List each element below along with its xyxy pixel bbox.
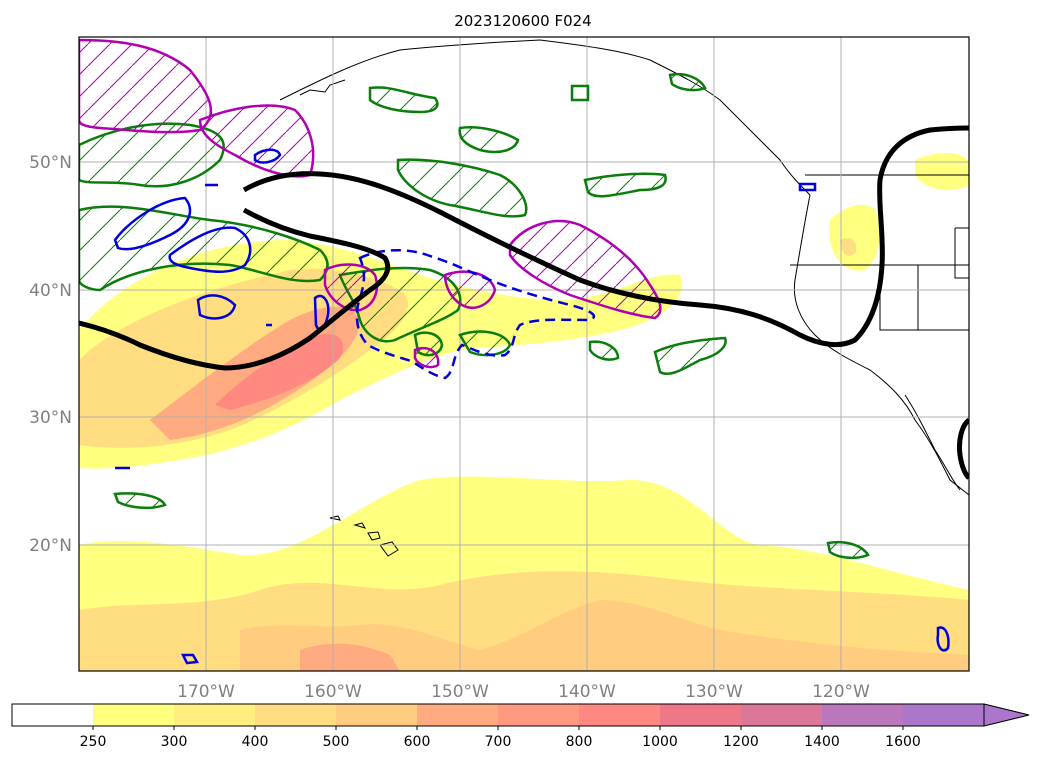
- figure-title: 2023120600 F024: [454, 12, 591, 30]
- map-frame: [78, 36, 970, 672]
- colorbar-segment: [417, 704, 499, 726]
- colorbar-segment: [741, 704, 823, 726]
- colorbar-segment: [93, 704, 175, 726]
- colorbar-segment: [822, 704, 904, 726]
- lon-label-160w: 160°W: [304, 682, 362, 702]
- colorbar-tick-label: 1000: [642, 734, 678, 750]
- blue-dashed-contours: [355, 248, 596, 380]
- map-panel: [79, 37, 969, 671]
- longitude-labels: 170°W 160°W 150°W 140°W 130°W 120°W: [177, 682, 870, 702]
- lon-label-170w: 170°W: [177, 682, 235, 702]
- lon-label-130w: 130°W: [685, 682, 743, 702]
- blue-contours: [113, 148, 950, 665]
- latitude-labels: 50°N 40°N 30°N 20°N: [29, 153, 72, 556]
- colorbar-tick-label: 1200: [723, 734, 759, 750]
- colorbar-tick-label: 1400: [804, 734, 840, 750]
- lon-label-140w: 140°W: [558, 682, 616, 702]
- colorbar-tick-label: 1600: [885, 734, 921, 750]
- gridlines: [79, 37, 969, 671]
- colorbar-segment: [579, 704, 661, 726]
- colorbar-tick-label: 500: [323, 734, 350, 750]
- lat-label-50: 50°N: [29, 153, 72, 173]
- colorbar-segment: [336, 704, 418, 726]
- colorbar-segment: [12, 704, 94, 726]
- colorbar-tick-label: 600: [404, 734, 431, 750]
- colorbar-segment: [660, 704, 742, 726]
- colorbar-tick-label: 300: [161, 734, 188, 750]
- colorbar-extend-arrow: [983, 703, 1030, 727]
- colorbar-tick-label: 400: [242, 734, 269, 750]
- ivt-shading: [79, 153, 969, 671]
- colorbar-tick-label: 250: [80, 734, 107, 750]
- colorbar-tick-label: 700: [485, 734, 512, 750]
- lon-label-150w: 150°W: [431, 682, 489, 702]
- colorbar: 250 300 400 500 600 700 800 1000 1200 1400 1600: [11, 703, 1030, 750]
- colorbar-segment: [498, 704, 580, 726]
- lat-label-40: 40°N: [29, 281, 72, 301]
- colorbar-segment: [174, 704, 256, 726]
- colorbar-tick-label: 800: [566, 734, 593, 750]
- colorbar-segment: [255, 704, 337, 726]
- lat-label-20: 20°N: [29, 536, 72, 556]
- lon-label-120w: 120°W: [812, 682, 870, 702]
- lat-label-30: 30°N: [29, 408, 72, 428]
- colorbar-segment: [903, 704, 985, 726]
- thick-black-contour: [79, 125, 969, 480]
